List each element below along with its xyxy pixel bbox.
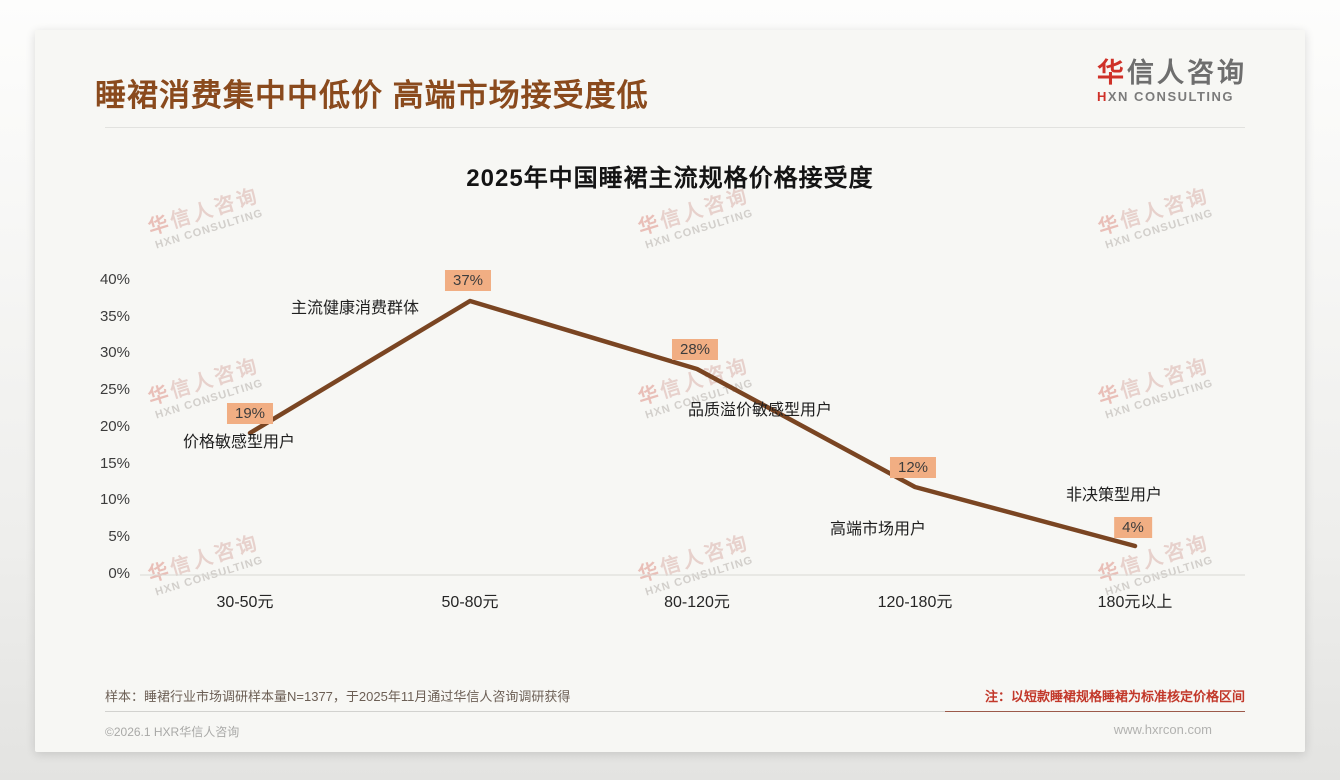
line-chart-plot [140, 298, 1245, 576]
company-logo: 华信人咨询 HXN CONSULTING [1097, 58, 1247, 104]
y-tick: 25% [99, 381, 130, 398]
copyright-text: ©2026.1 HXR华信人咨询 [105, 725, 240, 739]
y-tick: 15% [99, 455, 130, 472]
x-tick: 50-80元 [441, 594, 499, 611]
y-tick: 35% [99, 308, 130, 325]
y-tick: 20% [99, 418, 130, 435]
annotation-quality-premium: 品质溢价敏感型用户 [688, 402, 833, 419]
y-tick: 0% [108, 565, 130, 582]
data-label-badge: 12% [889, 457, 937, 478]
y-tick: 10% [99, 491, 130, 508]
trend-line [247, 298, 1138, 549]
logo-cn-text: 华信人咨询 [1097, 58, 1247, 88]
data-label-badge: 37% [444, 270, 492, 291]
data-label-badge: 28% [671, 339, 719, 360]
data-label-badge: 19% [226, 403, 274, 424]
y-tick: 40% [99, 271, 130, 288]
x-tick: 80-120元 [664, 594, 730, 611]
logo-en-text: HXN CONSULTING [1097, 89, 1235, 105]
y-tick: 5% [108, 528, 130, 545]
x-tick: 120-180元 [877, 594, 953, 611]
footer-divider [105, 711, 1245, 712]
y-tick: 30% [99, 344, 130, 361]
x-tick: 30-50元 [216, 594, 274, 611]
report-card: 华信人咨询 HXN CONSULTING 华信人咨询 HXN CONSULTING … [35, 30, 1305, 752]
pricing-note: 注：以短款睡裙规格睡裙为标准核定价格区间 [984, 689, 1245, 704]
annotation-nondecision: 非决策型用户 [1066, 487, 1163, 504]
data-label-badge: 4% [1114, 517, 1152, 538]
website-text: www.hxrcon.com [1113, 722, 1212, 737]
chart-title: 2025年中国睡裙主流规格价格接受度 [466, 165, 874, 192]
sample-note: 样本：睡裙行业市场调研样本量N=1377，于2025年11月通过华信人咨询调研获… [105, 689, 571, 704]
x-tick: 180元以上 [1097, 594, 1173, 611]
annotation-highend: 高端市场用户 [830, 521, 927, 538]
page-title: 睡裙消费集中中低价 高端市场接受度低 [95, 78, 649, 113]
annotation-price-sensitive: 价格敏感型用户 [183, 434, 296, 451]
footer-divider-accent [945, 711, 1245, 712]
watermark: 华信人咨询 HXN CONSULTING [1095, 354, 1215, 422]
annotation-mainstream: 主流健康消费群体 [291, 300, 420, 317]
header-divider [105, 127, 1245, 128]
